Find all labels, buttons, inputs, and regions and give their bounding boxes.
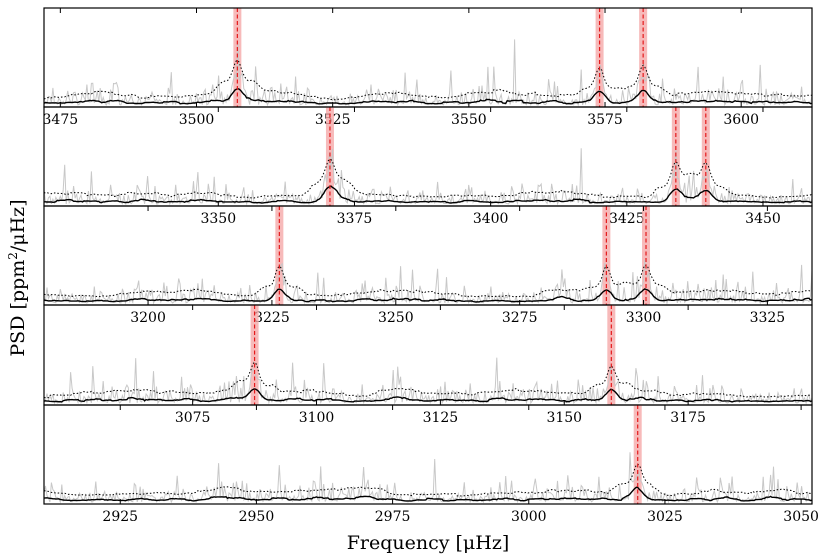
dotted-envelope-line	[44, 463, 812, 497]
x-tick-label: 3600	[723, 112, 759, 128]
x-tick-label: 3000	[511, 509, 547, 525]
smoothed-psd-line	[44, 388, 812, 403]
x-tick-label: 3075	[175, 410, 211, 426]
x-tick-label: 3200	[130, 310, 166, 326]
x-tick-label: 3350	[200, 211, 236, 227]
x-tick-label: 3250	[378, 310, 414, 326]
x-tick-label: 3125	[423, 410, 459, 426]
x-tick-label: 3575	[587, 112, 623, 128]
x-tick-label: 2950	[239, 509, 275, 525]
plot-area	[44, 405, 812, 504]
panel-5: 2925 2950 2975 3000 3025 3050	[43, 404, 819, 525]
plot-area	[44, 107, 812, 206]
mode-band	[250, 305, 259, 405]
dotted-envelope-line	[44, 59, 812, 101]
x-tick-label: 3500	[179, 112, 215, 128]
dotted-envelope-line	[44, 158, 812, 199]
x-tick-label: 3425	[609, 211, 645, 227]
plot-area	[44, 305, 812, 405]
x-tick-label: 2925	[102, 509, 138, 525]
x-tick-label: 3375	[337, 211, 373, 227]
x-tick-label: 3100	[299, 410, 335, 426]
panel-frame	[43, 404, 813, 505]
x-tick-label: 3550	[451, 112, 487, 128]
mode-band	[607, 305, 616, 405]
raw-psd-line	[44, 357, 812, 405]
raw-psd-line	[44, 39, 812, 107]
dotted-envelope-line	[44, 264, 812, 298]
smoothed-psd-line	[44, 288, 812, 303]
x-tick-label: 3025	[647, 509, 683, 525]
raw-psd-line	[44, 260, 812, 305]
smoothed-psd-line	[44, 185, 812, 204]
x-tick-label: 3475	[43, 112, 79, 128]
plot-area	[44, 8, 812, 107]
panel-3: 3200 3225 3250 3275 3300 3325	[43, 205, 813, 326]
x-tick-label: 3050	[783, 509, 819, 525]
x-tick-label: 3150	[546, 410, 582, 426]
x-axis-label: Frequency [μHz]	[347, 532, 510, 554]
x-tick-label: 3275	[502, 310, 538, 326]
smoothed-psd-line	[44, 87, 812, 105]
panel-4: 3075 3100 3125 3150 3175	[43, 304, 813, 426]
y-axis-label: PSD [ppm2/μHz]	[6, 199, 29, 356]
plot-area	[44, 206, 812, 305]
x-tick-label: 3400	[473, 211, 509, 227]
x-tick-label: 3325	[750, 310, 786, 326]
smoothed-psd-line	[44, 486, 812, 502]
panel-2: 3350 3375 3400 3425 3450	[43, 106, 813, 227]
x-tick-label: 3300	[626, 310, 662, 326]
x-tick-label: 3450	[745, 211, 781, 227]
raw-psd-line	[44, 452, 812, 504]
panel-1: 347535003525355035753600	[43, 7, 813, 128]
panel-frame	[43, 7, 813, 108]
dotted-envelope-line	[44, 361, 812, 399]
x-tick-label: 3175	[670, 410, 706, 426]
x-tick-label: 3225	[254, 310, 290, 326]
x-tick-label: 2975	[375, 509, 411, 525]
